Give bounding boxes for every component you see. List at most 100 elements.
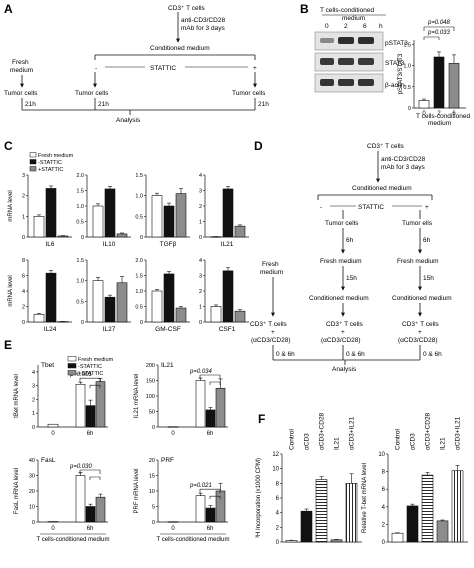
y-tick-label: 0.5 xyxy=(403,85,411,91)
panel-b-label: B xyxy=(300,2,309,16)
chart-f-tbet: 0 2 4 6 8 10 Relative T-bet mRNA level Control α… xyxy=(362,412,468,546)
y-tick-label: 5 xyxy=(152,505,155,511)
bar xyxy=(47,521,59,523)
p-value-label: p=0.030 xyxy=(69,464,93,470)
p-value-bracket xyxy=(423,26,455,31)
panel-d-fresh-line2: medium xyxy=(260,269,283,276)
legend-label: +STATTIC xyxy=(78,371,103,377)
panel-d-analysis: Analysis xyxy=(332,366,357,373)
bar xyxy=(315,479,328,543)
category-label: αCD3 xyxy=(304,433,311,450)
panel-a-tumor2: Tumor cells xyxy=(75,90,109,97)
gene-label: IL21 xyxy=(221,241,234,248)
x-axis-label: T cells-conditioned medium xyxy=(37,537,110,543)
bar xyxy=(116,233,128,238)
bar xyxy=(433,56,445,109)
panel-d-cd3: CD3⁺ T cells xyxy=(367,143,405,150)
legend-label: Fresh medium xyxy=(78,357,114,363)
panel-a-fresh-line1: Fresh xyxy=(12,59,29,66)
panel-d-plus-1: + xyxy=(271,329,275,336)
y-axis-label: mRNA level xyxy=(8,190,14,221)
y-tick-label: 2 xyxy=(199,289,202,295)
chart-title: PRF xyxy=(161,457,174,464)
legend-label: Fresh medium xyxy=(38,153,74,159)
bar xyxy=(104,188,116,238)
y-axis-label: ³H Incorporation (x1000 CPM) xyxy=(256,458,262,538)
panel-d-plus: + xyxy=(425,204,429,211)
band-label-stat3: STAT3 xyxy=(385,60,405,67)
y-tick-label: 4 xyxy=(199,258,202,264)
category-label: Control xyxy=(289,428,296,450)
panel-a-plus: + xyxy=(253,65,257,72)
panel-d-h15b: 15h xyxy=(423,275,434,282)
panel-d: D CD3⁺ T cells anti-CD3/CD28 mAb for 3 d… xyxy=(250,139,452,373)
y-tick-label: 200 xyxy=(146,363,155,369)
panel-d-stattic: STATTIC xyxy=(358,204,384,211)
band-label-actin: β-actin xyxy=(385,82,405,89)
bar xyxy=(406,505,419,543)
y-tick-label: 1 xyxy=(199,305,202,311)
y-tick-label: 2 xyxy=(199,204,202,210)
y-tick-label: 10 xyxy=(272,467,279,473)
panel-d-ab-3: (αCD3/CD28) xyxy=(398,337,438,344)
bar xyxy=(195,495,206,523)
bar xyxy=(163,205,175,238)
panel-d-h6b: 6h xyxy=(423,237,431,244)
y-tick-label: 0 xyxy=(199,320,202,326)
panel-e-label: E xyxy=(4,338,12,352)
gene-label: CSF1 xyxy=(219,326,236,333)
panel-d-minus: - xyxy=(320,204,322,211)
panel-d-tumor-mid: Tumor cells xyxy=(325,220,359,227)
y-axis-label: pSTAT3/STAT3 xyxy=(398,53,404,94)
y-tick-label: 6 xyxy=(276,496,280,502)
legend-label: +STATTIC xyxy=(38,167,63,173)
y-axis-label: PRF mRNA level xyxy=(134,468,140,513)
y-axis-label: Relative T-bet mRNA level xyxy=(362,463,368,533)
p-value-label: p=0.048 xyxy=(427,20,451,26)
y-tick-label: 8 xyxy=(382,470,386,476)
y-tick-label: 0 xyxy=(276,540,280,546)
p-value-label: p=0.021 xyxy=(189,483,212,489)
bar xyxy=(151,290,163,323)
bar xyxy=(167,521,179,523)
bar xyxy=(175,193,187,238)
chart-f-proliferation: 0 2 4 6 8 10 12 ³H Incorporation (x1000 CPM) Con… xyxy=(256,412,362,546)
p-value-bracket xyxy=(79,377,101,383)
bar xyxy=(75,475,86,523)
band xyxy=(320,58,334,65)
chart-e-prf: 0 5 10 15 20 PRF mRNA level PRF 0 6h p=0.021 T cel… xyxy=(134,457,229,543)
bar xyxy=(285,540,298,543)
category-label: αCD3+IL21 xyxy=(455,416,462,450)
panel-b-header-line2: medium xyxy=(342,15,365,22)
bar xyxy=(95,381,106,428)
p-value-label: p=0.034 xyxy=(189,369,213,375)
bar xyxy=(205,507,216,523)
y-tick-label: 1.0 xyxy=(76,204,84,210)
y-tick-label: 1.0 xyxy=(76,279,84,285)
gene-label: IL27 xyxy=(103,326,116,333)
panel-d-fresh-line1: Fresh xyxy=(262,261,279,268)
panel-a-conditioned-label: Conditioned medium xyxy=(150,45,210,52)
panel-d-tcells-3: CD3⁺ T cells xyxy=(402,321,440,328)
y-tick-label: 150 xyxy=(146,379,155,385)
bar xyxy=(210,306,222,323)
y-tick-label: 0 xyxy=(22,235,25,241)
y-tick-label: 0.5 xyxy=(135,305,143,311)
chart-c-il21: 0 1 2 3 4 IL21 xyxy=(199,173,249,248)
bar xyxy=(104,296,116,323)
panel-a-cd3-label: CD3⁺ T cells xyxy=(168,5,206,12)
chart-title: Tbet xyxy=(41,362,54,369)
bar xyxy=(215,490,226,523)
x-tick-label: 0 xyxy=(51,431,55,437)
bar xyxy=(85,506,96,523)
panel-a-tumor3: Tumor cells xyxy=(232,90,266,97)
panel-d-fresh-mid: Fresh medium xyxy=(320,258,362,265)
y-tick-label: 4 xyxy=(32,370,35,376)
panel-b-lane-6: 6 xyxy=(363,23,367,30)
p-value-label: p=0.001 xyxy=(69,372,92,378)
chart-c-il10: 0 0.5 1.0 1.5 2.0 IL10 xyxy=(76,173,131,248)
category-label: αCD3+CD28 xyxy=(319,412,326,450)
bar xyxy=(33,313,45,323)
panel-a-tumor1: Tumor cells xyxy=(4,90,38,97)
panel-f: F 0 2 4 6 8 10 12 ³H Incorporation (x1000 CPM) C… xyxy=(256,412,468,546)
